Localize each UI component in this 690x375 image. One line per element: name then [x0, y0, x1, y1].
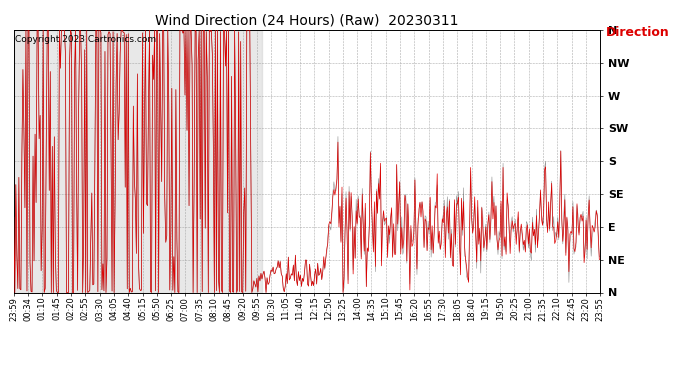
Text: Direction: Direction: [606, 26, 669, 39]
Title: Wind Direction (24 Hours) (Raw)  20230311: Wind Direction (24 Hours) (Raw) 20230311: [155, 13, 459, 27]
Bar: [14, 30, 262, 292]
Text: Copyright 2023 Cartronics.com: Copyright 2023 Cartronics.com: [15, 35, 156, 44]
